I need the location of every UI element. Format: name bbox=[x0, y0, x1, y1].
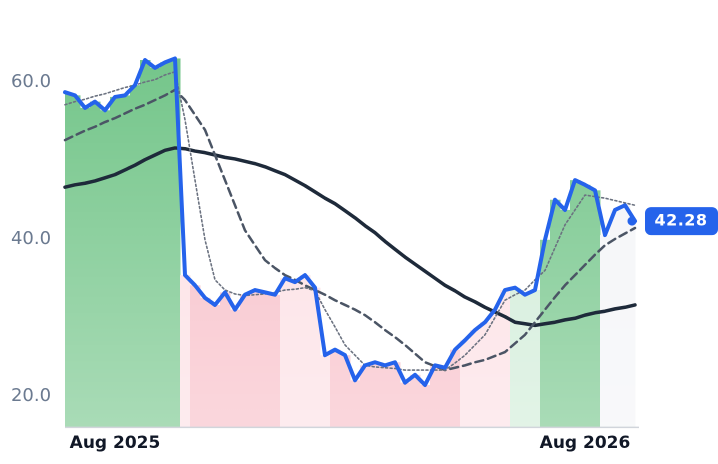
area-column bbox=[220, 292, 231, 428]
area-column bbox=[470, 330, 481, 428]
area-column bbox=[190, 285, 201, 428]
area-column bbox=[330, 349, 341, 428]
area-column bbox=[630, 221, 636, 428]
series-line bbox=[63, 146, 637, 328]
area-column bbox=[200, 297, 211, 428]
area-column bbox=[440, 367, 451, 428]
area-column bbox=[520, 294, 531, 428]
area-column bbox=[480, 322, 491, 428]
area-column bbox=[490, 309, 501, 428]
value-badge bbox=[645, 207, 718, 236]
value-label: 42.28 bbox=[654, 211, 707, 230]
area-column bbox=[540, 239, 551, 428]
y-tick-label: 60.0 bbox=[11, 71, 51, 92]
area-column bbox=[140, 60, 151, 428]
area-column bbox=[260, 292, 271, 428]
last-point bbox=[627, 216, 637, 226]
area-column bbox=[280, 278, 291, 428]
x-tick-label: Aug 2026 bbox=[540, 433, 631, 453]
area-column bbox=[100, 110, 111, 428]
series-line bbox=[63, 88, 637, 372]
area-column bbox=[230, 309, 241, 428]
area-column bbox=[530, 290, 541, 428]
series-line bbox=[63, 56, 637, 388]
area-column bbox=[380, 365, 391, 428]
lines: 42.28 bbox=[63, 56, 718, 388]
area-column bbox=[70, 95, 81, 428]
area-column bbox=[65, 92, 71, 428]
area-column bbox=[620, 205, 631, 428]
area-column bbox=[110, 96, 121, 428]
area-column bbox=[400, 382, 411, 428]
area-column bbox=[510, 287, 521, 428]
area-column bbox=[180, 275, 191, 428]
area-column bbox=[120, 95, 131, 428]
area-column bbox=[570, 180, 581, 428]
area-column bbox=[320, 355, 331, 428]
area-column bbox=[90, 101, 101, 428]
y-tick-label: 40.0 bbox=[11, 228, 51, 249]
area-column bbox=[310, 287, 321, 428]
area-column bbox=[80, 107, 91, 428]
area-column bbox=[150, 67, 161, 428]
area-column bbox=[360, 365, 371, 428]
area-column bbox=[290, 282, 301, 428]
area-column bbox=[600, 235, 611, 428]
area-column bbox=[350, 380, 361, 428]
area-fill bbox=[65, 58, 636, 428]
y-tick-label: 20.0 bbox=[11, 385, 51, 406]
area-column bbox=[590, 190, 601, 428]
area-column bbox=[210, 304, 221, 428]
area-column bbox=[580, 184, 591, 428]
area-column bbox=[610, 209, 621, 428]
area-column bbox=[160, 62, 171, 428]
area-column bbox=[340, 355, 351, 428]
area-column bbox=[550, 199, 561, 428]
area-column bbox=[270, 294, 281, 428]
area-column bbox=[450, 349, 461, 428]
series-line bbox=[64, 71, 636, 371]
area-column bbox=[250, 290, 261, 428]
area-column bbox=[460, 340, 471, 428]
area-column bbox=[420, 385, 431, 428]
axes: 20.0 40.0 60.0 Aug 2025 Aug 2026 bbox=[11, 71, 639, 453]
area-column bbox=[500, 290, 511, 428]
area-column bbox=[370, 362, 381, 428]
area-column bbox=[430, 365, 441, 428]
area-column bbox=[170, 58, 181, 428]
area-column bbox=[410, 374, 421, 428]
area-column bbox=[240, 294, 251, 428]
area-column bbox=[300, 275, 311, 428]
area-column bbox=[390, 362, 401, 428]
area-column bbox=[130, 85, 141, 428]
x-tick-label: Aug 2025 bbox=[70, 433, 161, 453]
